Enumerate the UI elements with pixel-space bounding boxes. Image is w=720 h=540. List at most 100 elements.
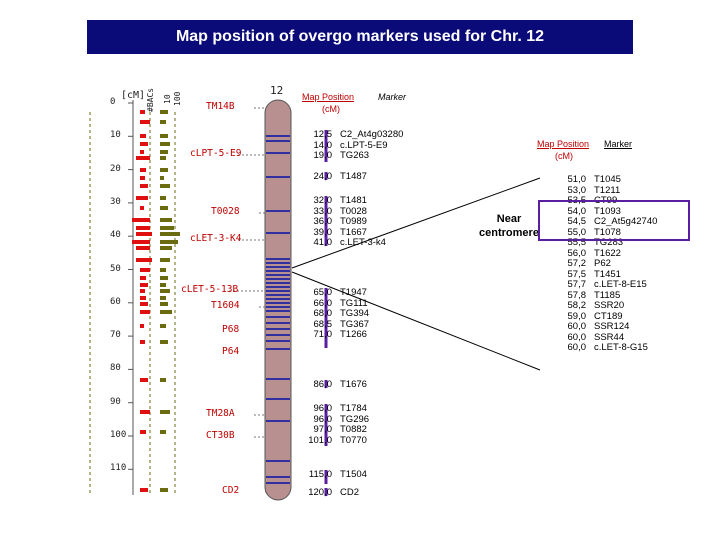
- bac-bar-red: [140, 276, 146, 280]
- diagram-title: Map position of overgo markers used for …: [87, 20, 633, 54]
- bac-bar-olive: [160, 142, 170, 146]
- chromosome-band: [266, 302, 290, 304]
- marker-row: 33,0 T0028: [300, 206, 386, 218]
- centromere-row: 55,5 TG283: [540, 237, 657, 249]
- centromere-position: 57,8: [567, 289, 587, 301]
- marker-position: 41,0: [313, 237, 333, 248]
- bac-bar-olive: [160, 410, 170, 414]
- centromere-marker: c.LET-8-G15: [594, 342, 648, 353]
- right-cm-header: (cM): [555, 151, 573, 161]
- marker-name: CD2: [340, 487, 360, 498]
- marker-name: T1504: [340, 469, 367, 480]
- centromere-marker: T1045: [594, 174, 621, 185]
- bac-bar-red: [140, 150, 144, 154]
- bac-bar-olive: [160, 184, 170, 188]
- chromosome-band: [266, 278, 290, 280]
- scale-tick-label: 30: [110, 196, 121, 207]
- centromere-position: 60,0: [567, 342, 587, 353]
- chromosome-band: [266, 476, 290, 478]
- marker-position: 71,0: [313, 329, 333, 340]
- marker-row: 24,0 T1487: [300, 171, 367, 183]
- bac-bar-red: [140, 283, 148, 287]
- chromosome-band: [266, 316, 290, 318]
- centromere-position: 57,7: [567, 279, 587, 290]
- centromere-position: 56,0: [567, 247, 587, 259]
- centromere-position: 54,5: [567, 216, 587, 227]
- chromosome-band: [266, 258, 290, 260]
- marker-row: 68,5 TG367: [300, 319, 370, 331]
- marker-name: T1266: [340, 329, 367, 340]
- bac-bar-red: [140, 120, 150, 124]
- marker-group: 12,5 C2_At4g03280 14,0 c.LPT-5-E9 19,0 TG263: [300, 129, 404, 162]
- centromere-marker: T1078: [594, 226, 621, 238]
- bac-bar-olive: [160, 488, 168, 492]
- marker-group: 24,0 T1487: [300, 171, 367, 183]
- centromere-marker: SSR44: [594, 331, 625, 343]
- chromosome-band: [266, 294, 290, 296]
- marker-position: 12,5: [313, 129, 333, 140]
- centromere-row: 51,0 T1045: [540, 174, 657, 186]
- marker-name: TG296: [340, 413, 370, 425]
- centromere-marker: TG283: [594, 237, 624, 248]
- bac-bar-red: [132, 218, 150, 222]
- centromere-marker: SSR124: [594, 321, 630, 332]
- centromere-marker: SSR20: [594, 300, 625, 311]
- marker-row: 39,0 T1667: [300, 227, 386, 239]
- marker-group: 120,0 CD2: [300, 487, 360, 499]
- centromere-row: 60,0 SSR124: [540, 321, 657, 333]
- centromere-marker: P62: [594, 258, 611, 269]
- marker-row: 68,0 TG394: [300, 308, 370, 320]
- marker-name: T0770: [340, 434, 367, 446]
- bac-bar-red: [140, 134, 146, 138]
- bac-bar-red: [136, 196, 148, 200]
- marker-name: T1947: [340, 287, 367, 298]
- bac-bar-red: [136, 258, 152, 262]
- marker-name: C2_At4g03280: [340, 129, 404, 140]
- map-position-header: Map Position: [302, 92, 355, 102]
- left-marker-label: cLPT-5-E9: [190, 148, 242, 159]
- marker-position: 24,0: [313, 171, 333, 182]
- bac-bar-olive: [160, 134, 168, 138]
- scale-tick-label: 100: [110, 430, 127, 440]
- chromosome-band: [266, 340, 290, 342]
- centromere-row: 57,2 P62: [540, 258, 657, 270]
- cm-header: (cM): [322, 104, 340, 114]
- bac-bar-olive: [160, 110, 168, 114]
- bac-bar-red: [140, 184, 148, 188]
- marker-name: T0882: [340, 424, 367, 435]
- centromere-row: 57,8 T1185: [540, 289, 657, 302]
- marker-group: 86,0 T1676: [300, 379, 367, 391]
- bac-bar-olive: [160, 268, 166, 272]
- bac-bar-olive: [160, 240, 178, 244]
- marker-position: 101,0: [308, 434, 332, 446]
- scale-tick-label: 0: [110, 97, 116, 107]
- marker-row: 96,0 T1784: [300, 403, 369, 415]
- marker-row: 101,0 T0770: [300, 434, 369, 447]
- bac-bar-red: [140, 110, 145, 114]
- centromere-position: 54,0: [567, 205, 587, 217]
- bac-bar-olive: [160, 430, 166, 434]
- marker-position: 68,0: [313, 308, 333, 319]
- bac-bar-olive: [160, 120, 166, 124]
- chromosome-band: [266, 378, 290, 380]
- chromosome-band: [266, 140, 290, 142]
- bac-bar-red: [140, 310, 150, 314]
- marker-position: 65,0: [313, 287, 333, 298]
- marker-row: 14,0 c.LPT-5-E9: [300, 140, 403, 152]
- chromosome-band: [266, 270, 290, 272]
- bac-bar-red: [140, 168, 146, 172]
- centromere-marker: c.LET-8-E15: [594, 279, 647, 290]
- marker-row: 65,0 T1947: [300, 287, 369, 299]
- chromosome-band: [266, 262, 290, 264]
- bac-bar-red: [136, 246, 150, 250]
- marker-row: 36,0 T0989: [300, 216, 386, 228]
- chromosome-band: [266, 482, 290, 484]
- marker-position: 97,0: [313, 424, 333, 435]
- left-marker-label: CD2: [222, 485, 240, 496]
- bac-bar-red: [140, 176, 145, 180]
- centromere-row: 54,5 C2_At5g42740: [540, 216, 658, 228]
- bac-bar-red: [140, 378, 148, 382]
- centromere-marker: T1622: [594, 247, 621, 259]
- marker-position: 96,0: [313, 413, 333, 425]
- bac-bar-red: [140, 206, 144, 210]
